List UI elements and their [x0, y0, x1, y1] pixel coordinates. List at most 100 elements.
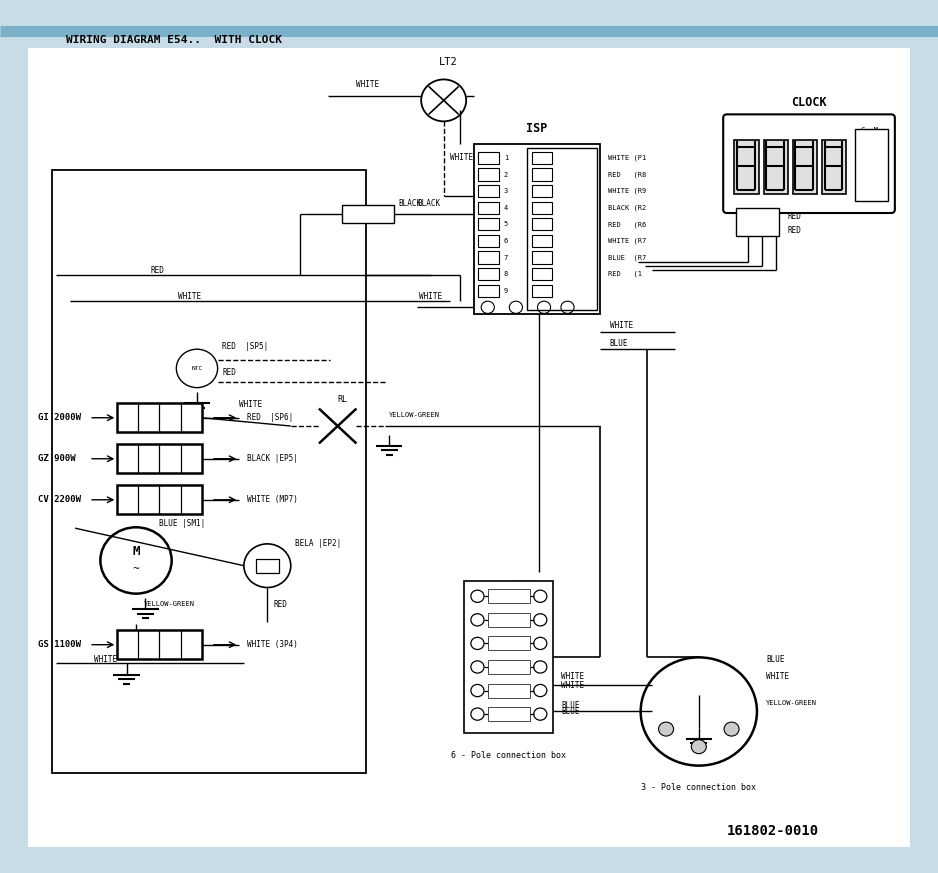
Text: BLUE  (R7: BLUE (R7 — [608, 254, 646, 261]
Bar — [488, 589, 530, 603]
Bar — [478, 235, 499, 247]
Text: BLUE: BLUE — [561, 701, 580, 710]
Text: BLACK (R2: BLACK (R2 — [608, 204, 646, 211]
Bar — [478, 268, 499, 280]
Text: 5: 5 — [504, 222, 508, 227]
Text: 161802-0010: 161802-0010 — [727, 824, 819, 838]
Bar — [52, 170, 366, 773]
Text: CLOCK: CLOCK — [792, 96, 826, 108]
Bar — [734, 140, 759, 194]
Text: WHITE (3P4): WHITE (3P4) — [247, 640, 297, 650]
Text: RED   (1: RED (1 — [608, 271, 646, 278]
Text: GZ 900W: GZ 900W — [38, 454, 75, 464]
Text: YELLOW-GREEN: YELLOW-GREEN — [766, 700, 817, 705]
Text: 9: 9 — [504, 288, 508, 293]
Text: RED  |SP6|: RED |SP6| — [247, 413, 293, 423]
Text: BLACK: BLACK — [417, 199, 441, 208]
Bar — [532, 251, 552, 264]
Text: BLUE: BLUE — [766, 655, 785, 663]
Bar — [822, 140, 846, 194]
Text: CV 2200W: CV 2200W — [38, 495, 81, 505]
Bar — [464, 581, 553, 733]
Text: BLACK |EP5|: BLACK |EP5| — [247, 454, 297, 464]
Text: 3 - Pole connection box: 3 - Pole connection box — [642, 783, 756, 792]
Bar — [342, 205, 394, 223]
Text: ~: ~ — [132, 564, 140, 574]
Bar — [488, 636, 530, 650]
Text: WHITE: WHITE — [610, 321, 633, 330]
Text: 3: 3 — [504, 189, 508, 194]
Bar — [855, 129, 888, 201]
Text: 2: 2 — [504, 172, 508, 177]
Text: RED: RED — [274, 601, 288, 609]
Text: 6: 6 — [504, 238, 508, 244]
Text: YELLOW-GREEN: YELLOW-GREEN — [389, 412, 440, 417]
Text: NTC: NTC — [191, 366, 203, 371]
Bar — [527, 148, 597, 310]
Bar — [478, 185, 499, 197]
Text: WHITE (MP7): WHITE (MP7) — [247, 495, 297, 505]
Text: YELLOW-GREEN: YELLOW-GREEN — [144, 601, 194, 607]
Bar — [478, 202, 499, 214]
Text: L1: L1 — [539, 303, 549, 312]
Bar — [793, 140, 817, 194]
Text: BLUE |SM1|: BLUE |SM1| — [159, 519, 205, 528]
Text: RED: RED — [788, 226, 802, 235]
Bar — [532, 218, 552, 230]
Bar — [488, 660, 530, 674]
Text: 4: 4 — [504, 205, 508, 210]
Bar — [117, 444, 202, 473]
Text: WHITE: WHITE — [561, 672, 584, 681]
Text: 7: 7 — [504, 255, 508, 260]
Text: RL: RL — [338, 395, 347, 404]
Text: 1: 1 — [504, 155, 508, 161]
Bar — [736, 208, 779, 236]
Bar — [488, 684, 530, 698]
Text: WHITE: WHITE — [766, 672, 790, 681]
Text: RED: RED — [150, 266, 164, 275]
Bar — [532, 168, 552, 181]
Bar — [117, 485, 202, 514]
Text: LT2: LT2 — [439, 57, 458, 67]
Bar — [532, 235, 552, 247]
Text: RED   (R6: RED (R6 — [608, 221, 646, 228]
Text: 8: 8 — [504, 272, 508, 277]
Bar — [478, 285, 499, 297]
Text: WHITE: WHITE — [94, 655, 117, 663]
Text: 6 - Pole connection box: 6 - Pole connection box — [451, 751, 567, 760]
Bar — [532, 268, 552, 280]
Circle shape — [658, 722, 673, 736]
Text: WHITE (R7: WHITE (R7 — [608, 237, 646, 244]
Bar — [474, 144, 600, 314]
Bar — [764, 140, 788, 194]
Text: BELA |EP2|: BELA |EP2| — [295, 540, 341, 548]
Text: RED  |SP5|: RED |SP5| — [222, 342, 268, 351]
FancyBboxPatch shape — [723, 114, 895, 213]
Bar — [532, 185, 552, 197]
Text: BLACK: BLACK — [399, 199, 422, 208]
Text: WHITE (R9: WHITE (R9 — [608, 188, 646, 195]
Circle shape — [724, 722, 739, 736]
Text: WHITE: WHITE — [356, 80, 380, 89]
Text: WHITE (P1: WHITE (P1 — [608, 155, 646, 162]
Text: C  M: C M — [861, 127, 878, 133]
Text: WHITE: WHITE — [178, 292, 202, 301]
Bar — [488, 707, 530, 721]
Text: WHITE: WHITE — [419, 292, 443, 301]
Text: WHITE: WHITE — [561, 681, 584, 690]
Bar — [532, 285, 552, 297]
Bar — [532, 202, 552, 214]
Text: WIRING DIAGRAM E54..  WITH CLOCK: WIRING DIAGRAM E54.. WITH CLOCK — [66, 35, 281, 45]
Text: RED: RED — [788, 212, 802, 221]
Text: GI 2000W: GI 2000W — [38, 413, 81, 423]
Bar — [478, 168, 499, 181]
Bar — [488, 613, 530, 627]
Text: BLUE: BLUE — [561, 707, 580, 716]
Bar — [117, 403, 202, 432]
Bar — [256, 559, 279, 573]
Text: RED: RED — [222, 368, 236, 377]
Text: WHITE: WHITE — [239, 400, 263, 409]
Bar — [478, 251, 499, 264]
Text: RED   (R8: RED (R8 — [608, 171, 646, 178]
Text: ISP: ISP — [526, 122, 548, 134]
